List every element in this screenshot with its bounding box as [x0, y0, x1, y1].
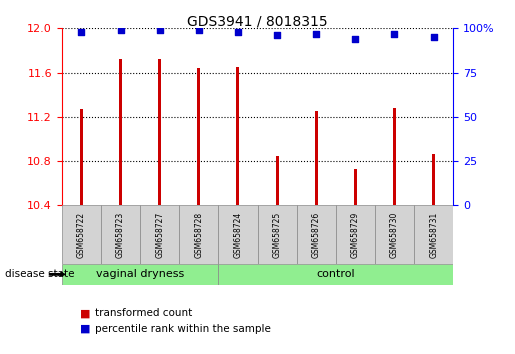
Text: GSM658730: GSM658730: [390, 211, 399, 258]
Point: [312, 31, 320, 36]
Point: [156, 27, 164, 33]
Text: ■: ■: [80, 308, 90, 318]
Bar: [158, 59, 161, 205]
Bar: [62, 205, 101, 264]
Bar: [236, 67, 239, 205]
Text: percentile rank within the sample: percentile rank within the sample: [95, 324, 271, 333]
Bar: [336, 205, 375, 264]
Bar: [179, 205, 218, 264]
Point: [116, 27, 125, 33]
Point: [390, 31, 399, 36]
Bar: [119, 59, 122, 205]
Point: [351, 36, 359, 42]
Text: GSM658729: GSM658729: [351, 211, 360, 258]
Text: transformed count: transformed count: [95, 308, 193, 318]
Point: [77, 29, 85, 35]
Text: GSM658726: GSM658726: [312, 211, 321, 258]
Bar: [375, 205, 414, 264]
Text: GSM658722: GSM658722: [77, 211, 86, 258]
Bar: [414, 205, 453, 264]
Text: control: control: [316, 269, 355, 279]
Text: GSM658727: GSM658727: [155, 211, 164, 258]
Bar: [315, 111, 318, 205]
Text: GSM658731: GSM658731: [429, 211, 438, 258]
Bar: [101, 205, 140, 264]
Bar: [432, 154, 435, 205]
Bar: [197, 68, 200, 205]
Bar: [218, 205, 258, 264]
Text: ■: ■: [80, 324, 90, 333]
Bar: [218, 264, 453, 285]
Point: [234, 29, 242, 35]
Text: GSM658728: GSM658728: [194, 211, 203, 258]
Text: disease state: disease state: [5, 269, 75, 279]
Text: GSM658725: GSM658725: [272, 211, 282, 258]
Bar: [393, 108, 396, 205]
Bar: [80, 109, 83, 205]
Text: vaginal dryness: vaginal dryness: [96, 269, 184, 279]
Text: GDS3941 / 8018315: GDS3941 / 8018315: [187, 14, 328, 28]
Bar: [276, 155, 279, 205]
Point: [273, 33, 281, 38]
Bar: [62, 264, 218, 285]
Bar: [140, 205, 179, 264]
Text: GSM658723: GSM658723: [116, 211, 125, 258]
Text: GSM658724: GSM658724: [233, 211, 243, 258]
Point: [195, 27, 203, 33]
Bar: [258, 205, 297, 264]
Bar: [354, 169, 357, 205]
Point: [430, 34, 438, 40]
Bar: [297, 205, 336, 264]
